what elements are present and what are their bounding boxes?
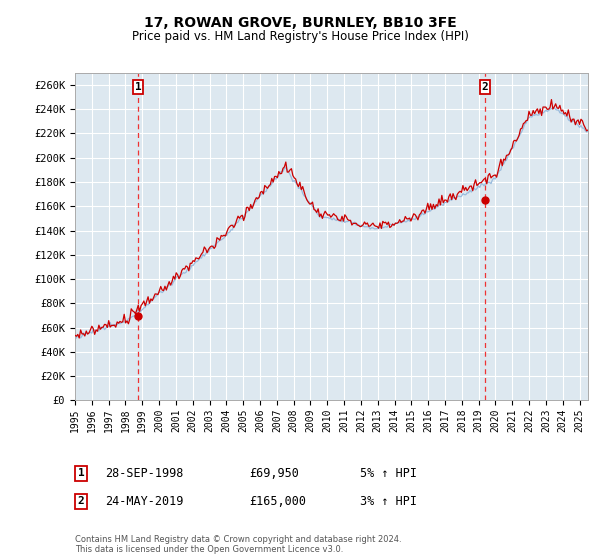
Text: 2: 2 [482,82,488,92]
Text: Price paid vs. HM Land Registry's House Price Index (HPI): Price paid vs. HM Land Registry's House … [131,30,469,43]
Text: 5% ↑ HPI: 5% ↑ HPI [360,466,417,480]
Text: 24-MAY-2019: 24-MAY-2019 [105,494,184,508]
Text: £165,000: £165,000 [249,494,306,508]
Text: 28-SEP-1998: 28-SEP-1998 [105,466,184,480]
Text: 2: 2 [77,496,85,506]
Text: 1: 1 [134,82,141,92]
Text: £69,950: £69,950 [249,466,299,480]
Text: 3% ↑ HPI: 3% ↑ HPI [360,494,417,508]
Text: 1: 1 [77,468,85,478]
Text: Contains HM Land Registry data © Crown copyright and database right 2024.
This d: Contains HM Land Registry data © Crown c… [75,535,401,554]
Text: 17, ROWAN GROVE, BURNLEY, BB10 3FE: 17, ROWAN GROVE, BURNLEY, BB10 3FE [143,16,457,30]
